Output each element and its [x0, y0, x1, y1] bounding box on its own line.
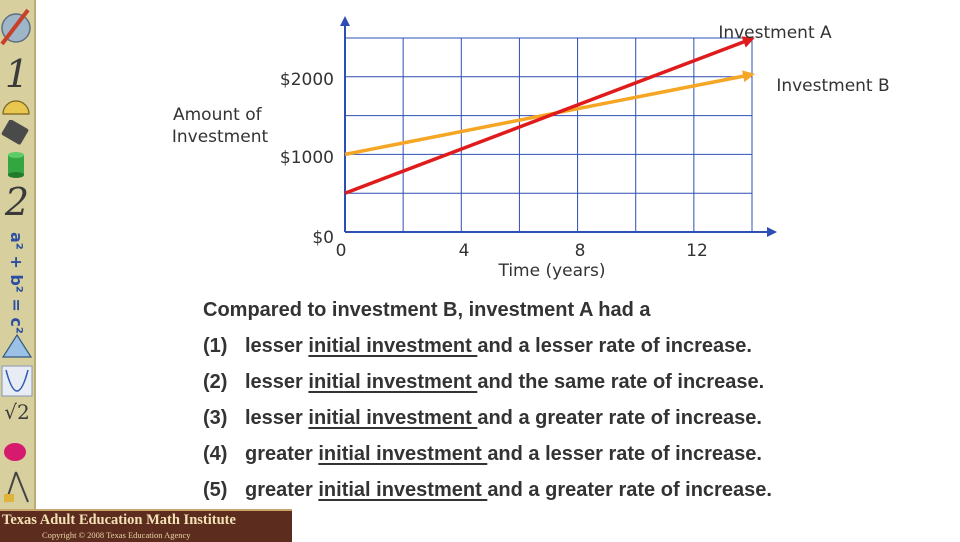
answer-option-number: (1): [203, 335, 228, 357]
investment-line-chart: 0 4 8 12 $0 $1000 $2000 Time (years) Amo…: [172, 16, 890, 281]
ellipse-icon: [4, 443, 26, 461]
pencil-icon: [0, 8, 31, 46]
y-axis-label: Amount of Investment: [172, 105, 269, 147]
x-tick-label: 12: [686, 241, 708, 261]
series-layer: [344, 36, 755, 195]
tools-icon: [4, 471, 29, 503]
answer-option-underlined-term: initial investment: [308, 335, 478, 357]
answer-option-adjective: greater: [245, 479, 313, 501]
answer-options: (1) lesser initial investment and a lesse…: [203, 334, 943, 502]
answer-option-underlined-term: initial investment: [308, 371, 478, 393]
answer-option-number: (4): [203, 443, 228, 465]
series-label-investment-b: Investment B: [776, 76, 889, 96]
answer-option[interactable]: (1) lesser initial investment and a lesse…: [203, 334, 943, 358]
x-tick-label: 4: [459, 241, 470, 261]
answer-option-underlined-term: initial investment: [308, 407, 478, 429]
series-label-investment-a: Investment A: [718, 23, 832, 43]
answer-option-rest: and a lesser rate of increase.: [477, 335, 752, 357]
answer-option[interactable]: (5) greater initial investment and a grea…: [203, 478, 943, 502]
institute-footer: Texas Adult Education Math Institute Cop…: [0, 509, 292, 542]
decorative-sidebar: 1 2 a² + b² = c² √2: [0, 0, 36, 540]
y-tick-label: $2000: [280, 70, 334, 90]
y-tick-label: $1000: [280, 148, 334, 168]
question-block: Compared to investment B, investment A h…: [203, 298, 943, 514]
answer-option-rest: and a lesser rate of increase.: [487, 443, 762, 465]
x-tick-label: 8: [575, 241, 586, 261]
answer-option-adjective: lesser: [245, 371, 303, 393]
square-root-glyph: √2: [4, 400, 30, 424]
numeral-two-glyph: 2: [4, 180, 30, 224]
answer-option-rest: and a greater rate of increase.: [487, 479, 772, 501]
numeral-one-glyph: 1: [4, 52, 30, 96]
answer-option-underlined-term: initial investment: [318, 443, 488, 465]
series-line-investment-a: [344, 36, 755, 195]
calculator-icon: [1, 120, 29, 145]
chart-grid: [344, 37, 753, 233]
parabola-icon: [1, 365, 33, 397]
answer-option-number: (5): [203, 479, 228, 501]
answer-option[interactable]: (3) lesser initial investment and a great…: [203, 406, 943, 430]
x-tick-label: 0: [336, 241, 347, 261]
answer-option-number: (3): [203, 407, 228, 429]
pythagorean-formula: a² + b² = c²: [7, 232, 26, 334]
answer-option-adjective: lesser: [245, 335, 303, 357]
triangle-icon: [1, 333, 33, 358]
answer-option-number: (2): [203, 371, 228, 393]
cylinder-icon: [8, 152, 24, 178]
y-tick-label: $0: [312, 228, 334, 248]
answer-option-rest: and a greater rate of increase.: [477, 407, 762, 429]
protractor-icon: [2, 100, 30, 115]
institute-title: Texas Adult Education Math Institute: [2, 512, 236, 528]
answer-option-rest: and the same rate of increase.: [477, 371, 765, 393]
answer-option-adjective: greater: [245, 443, 313, 465]
answer-option[interactable]: (4) greater initial investment and a less…: [203, 442, 943, 466]
x-axis-label: Time (years): [497, 261, 605, 281]
answer-option-adjective: lesser: [245, 407, 303, 429]
answer-option[interactable]: (2) lesser initial investment and the sam…: [203, 370, 943, 394]
copyright-text: Copyright © 2008 Texas Education Agency: [42, 530, 191, 540]
answer-option-underlined-term: initial investment: [318, 479, 488, 501]
question-stem: Compared to investment B, investment A h…: [203, 299, 651, 321]
